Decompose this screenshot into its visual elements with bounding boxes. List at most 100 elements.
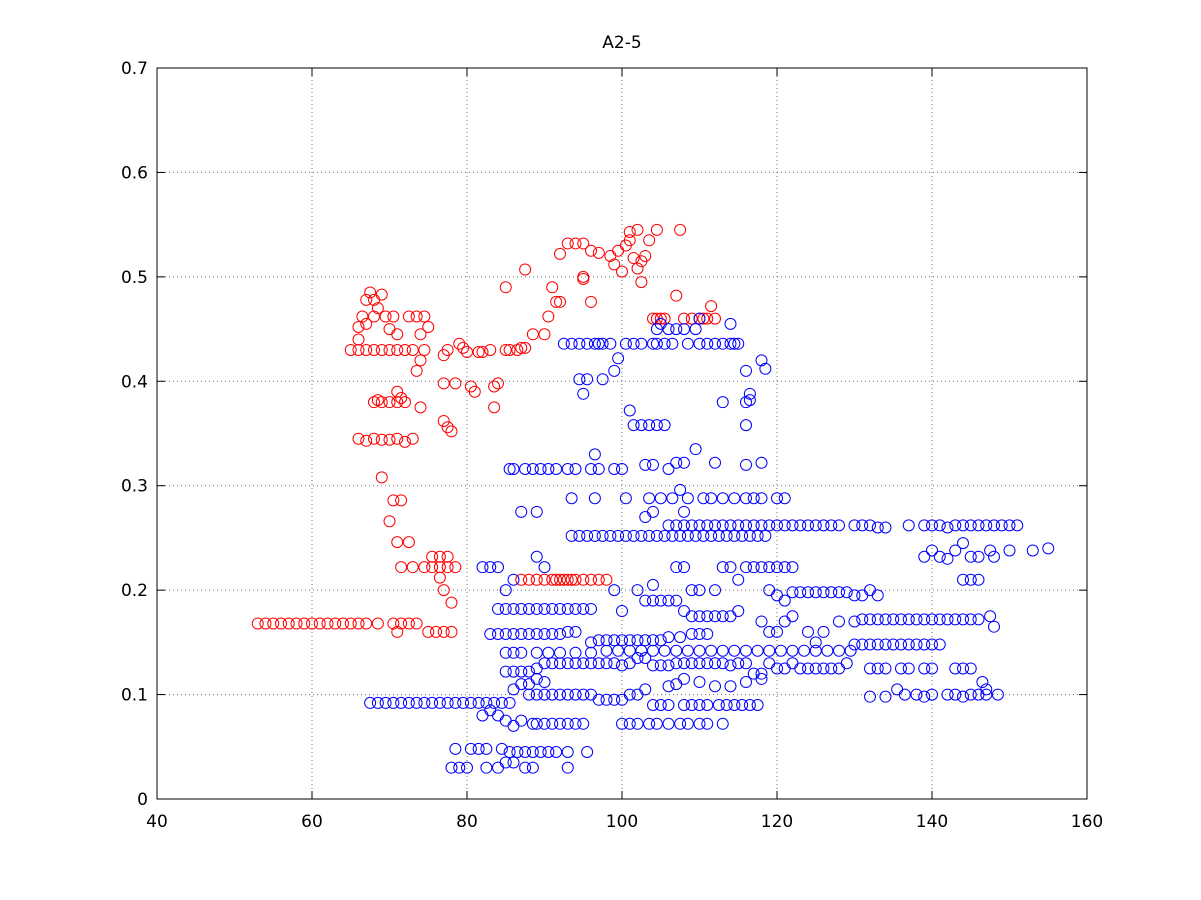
- blue-series-point: [616, 659, 628, 672]
- red-series-point: [437, 414, 450, 427]
- blue-series-point: [538, 628, 551, 641]
- blue-series-point: [592, 634, 605, 647]
- blue-series-point: [554, 602, 566, 615]
- blue-series-point: [631, 652, 644, 665]
- red-series-point: [387, 617, 400, 630]
- red-series-point: [445, 596, 458, 609]
- blue-series-point: [627, 419, 640, 432]
- blue-series-point: [658, 337, 671, 350]
- red-series-point: [426, 561, 439, 574]
- blue-series-point: [732, 519, 745, 532]
- blue-series-point: [647, 578, 659, 591]
- blue-series-point: [639, 511, 652, 524]
- blue-series-point: [515, 714, 528, 727]
- red-series-point: [697, 312, 710, 325]
- blue-series-point: [600, 634, 613, 647]
- blue-series-point: [716, 657, 729, 670]
- blue-series-point: [689, 529, 702, 542]
- red-series-point: [352, 320, 365, 333]
- blue-series-point: [616, 463, 628, 476]
- red-series-point: [538, 328, 551, 341]
- blue-series-point: [751, 529, 764, 542]
- blue-series-point: [647, 659, 659, 672]
- blue-series-point: [716, 644, 729, 657]
- blue-series-point: [685, 519, 698, 532]
- red-series-point: [526, 328, 539, 341]
- blue-series-point: [786, 586, 799, 599]
- blue-series-point: [887, 638, 900, 651]
- blue-series-point: [1003, 544, 1016, 557]
- red-series-point: [449, 561, 462, 574]
- blue-series-point: [674, 717, 687, 730]
- blue-series-point: [972, 573, 985, 586]
- red-series-point: [368, 432, 380, 445]
- red-series-point: [441, 550, 454, 563]
- blue-series-point: [701, 657, 714, 670]
- blue-series-point: [833, 644, 845, 657]
- blue-series-point: [964, 688, 977, 701]
- y-tick-label: 0.2: [121, 581, 148, 601]
- blue-series-point: [848, 615, 861, 628]
- blue-series-point: [561, 746, 574, 759]
- blue-series-point: [581, 529, 594, 542]
- blue-series-point: [662, 717, 675, 730]
- blue-series-point: [972, 688, 985, 701]
- blue-series-point: [612, 352, 625, 365]
- blue-series-point: [616, 605, 628, 618]
- blue-series-point: [926, 688, 938, 701]
- blue-series-point: [499, 756, 512, 769]
- blue-series-point: [957, 690, 969, 703]
- red-series-point: [639, 249, 652, 262]
- blue-series-point: [674, 529, 687, 542]
- blue-series-point: [515, 602, 528, 615]
- blue-series-point: [441, 696, 454, 709]
- blue-series-point: [712, 529, 725, 542]
- blue-series-point: [957, 613, 969, 626]
- blue-series-point: [926, 544, 938, 557]
- blue-series-point: [627, 529, 640, 542]
- blue-series-point: [538, 717, 551, 730]
- blue-series-point: [581, 373, 594, 386]
- blue-series-point: [705, 644, 718, 657]
- red-series-point: [623, 234, 636, 247]
- blue-series-point: [585, 636, 597, 649]
- red-series-point: [402, 536, 415, 549]
- blue-series-point: [825, 586, 838, 599]
- blue-series-point: [817, 519, 830, 532]
- blue-series-point: [864, 662, 876, 675]
- red-series-point: [375, 433, 388, 446]
- blue-series-point: [709, 584, 721, 597]
- chart-title: A2-5: [602, 33, 641, 53]
- blue-series-point: [728, 529, 741, 542]
- blue-series-point: [635, 644, 648, 657]
- blue-series-point: [786, 610, 799, 623]
- red-series-point: [375, 471, 388, 484]
- blue-series-point: [507, 756, 520, 769]
- blue-series-point: [980, 688, 993, 701]
- red-series-point: [371, 302, 384, 315]
- blue-series-point: [910, 638, 923, 651]
- blue-series-point: [778, 594, 791, 607]
- blue-series-point: [662, 680, 675, 693]
- red-series-point: [391, 328, 404, 341]
- blue-series-point: [809, 662, 822, 675]
- blue-series-point: [612, 529, 625, 542]
- blue-series-point: [550, 746, 563, 759]
- blue-series-point: [759, 529, 772, 542]
- red-series-point: [406, 561, 419, 574]
- red-series-point: [368, 310, 380, 323]
- blue-series-point: [747, 561, 760, 574]
- blue-series-point: [681, 644, 694, 657]
- blue-series-point: [480, 742, 493, 755]
- blue-series-point: [798, 644, 811, 657]
- blue-series-point: [685, 657, 698, 670]
- blue-series-point: [949, 688, 962, 701]
- blue-series-point: [693, 699, 706, 712]
- red-series-point: [282, 617, 295, 630]
- blue-series-point: [964, 573, 977, 586]
- blue-series-point: [650, 717, 663, 730]
- blue-series-point: [515, 628, 528, 641]
- red-series-point: [414, 328, 427, 341]
- blue-series-point: [577, 387, 590, 400]
